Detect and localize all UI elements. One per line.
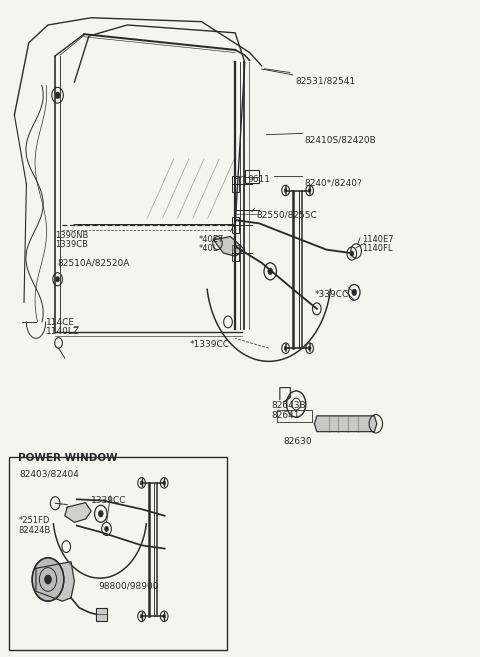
Bar: [232, 176, 239, 192]
Circle shape: [308, 346, 311, 350]
Circle shape: [284, 189, 287, 193]
Text: 1339CC: 1339CC: [91, 496, 127, 505]
Text: *251FD: *251FD: [18, 516, 49, 525]
Text: 1339CB: 1339CB: [55, 240, 88, 250]
Text: 82410S/82420B: 82410S/82420B: [305, 136, 376, 145]
Text: 82531/82541: 82531/82541: [295, 77, 355, 86]
Text: POWER WINDOW: POWER WINDOW: [18, 453, 118, 463]
Text: *40L: *40L: [199, 244, 218, 253]
Bar: [232, 217, 239, 233]
Text: 82630: 82630: [283, 437, 312, 446]
Circle shape: [32, 558, 64, 601]
Text: 1390NB: 1390NB: [55, 231, 89, 240]
Circle shape: [284, 346, 287, 350]
Text: 82643B: 82643B: [271, 401, 306, 410]
Text: 114CE_: 114CE_: [46, 317, 79, 326]
Text: *339CC: *339CC: [314, 290, 348, 300]
Circle shape: [140, 481, 143, 485]
Text: 1140E7: 1140E7: [362, 235, 394, 244]
Bar: [232, 245, 239, 261]
Circle shape: [105, 526, 108, 532]
Circle shape: [352, 289, 357, 296]
Bar: [96, 608, 107, 621]
Bar: [9, 457, 227, 650]
Text: 1140FL: 1140FL: [362, 244, 393, 253]
Text: 8240*/8240?: 8240*/8240?: [305, 179, 362, 188]
Text: *40E7: *40E7: [199, 235, 225, 244]
Circle shape: [268, 268, 273, 275]
Circle shape: [163, 614, 166, 618]
Text: *1339CC: *1339CC: [190, 340, 229, 350]
Circle shape: [308, 189, 311, 193]
Polygon shape: [65, 503, 91, 522]
Circle shape: [163, 481, 166, 485]
Circle shape: [350, 251, 354, 256]
Circle shape: [45, 575, 51, 584]
Text: 82510A/82520A: 82510A/82520A: [58, 259, 130, 268]
Bar: [277, 410, 312, 422]
Text: 82641: 82641: [271, 411, 300, 420]
Text: 82424B: 82424B: [18, 526, 50, 535]
Polygon shape: [214, 237, 245, 256]
Circle shape: [55, 92, 60, 99]
Circle shape: [56, 277, 60, 282]
Text: 82550/8255C: 82550/8255C: [257, 210, 318, 219]
Text: 98800/98900: 98800/98900: [98, 581, 159, 591]
Text: 9611: 9611: [247, 175, 270, 184]
Text: 82403/82404: 82403/82404: [19, 470, 79, 479]
Circle shape: [98, 510, 103, 517]
Polygon shape: [36, 562, 74, 601]
Text: 1140LZ: 1140LZ: [46, 327, 80, 336]
Circle shape: [140, 614, 143, 618]
Polygon shape: [314, 416, 377, 432]
Bar: [245, 170, 259, 183]
